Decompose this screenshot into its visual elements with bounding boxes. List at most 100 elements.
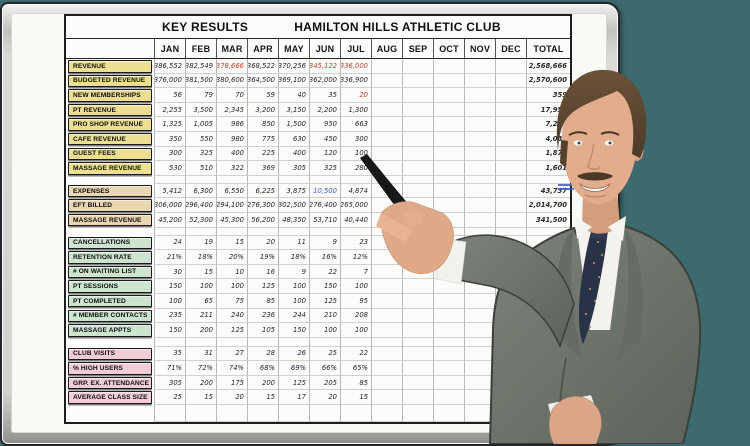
column-header-apr: APR xyxy=(247,39,278,58)
cell-jul: 300 xyxy=(340,131,371,147)
cell-jun: 125 xyxy=(309,293,340,309)
cell-jul: 100 xyxy=(340,146,371,162)
cell-jan: 300 xyxy=(154,146,185,162)
cell-sep xyxy=(402,117,433,132)
cell-dec xyxy=(495,361,526,376)
column-header-feb: FEB xyxy=(185,39,216,58)
cell-aug xyxy=(371,264,402,280)
cell-jul: 265,000 xyxy=(340,198,371,213)
column-header-nov: NOV xyxy=(464,39,495,58)
cell-jul: 336,900 xyxy=(340,73,371,89)
cell-apr: 200 xyxy=(247,375,278,391)
cell-nov xyxy=(464,117,495,132)
table-row: EFT BILLED 306,000 296,400 294,100 276,300 30… xyxy=(66,198,570,213)
cell-apr: 68% xyxy=(247,361,278,376)
cell-jul: 12% xyxy=(340,250,371,265)
column-header-dec: DEC xyxy=(495,39,526,58)
cell-apr: 56,200 xyxy=(247,212,278,228)
cell-apr: 775 xyxy=(247,131,278,147)
cell-nov xyxy=(464,308,495,324)
cell-oct xyxy=(433,361,464,376)
cell-aug xyxy=(371,279,402,294)
cell-dec xyxy=(495,73,526,89)
cell-may: 18% xyxy=(278,250,309,265)
cell-feb: 200 xyxy=(185,375,216,391)
table-row: PT COMPLETED 100 65 75 85 100 125 95 xyxy=(66,293,570,309)
cell-jun: 53,710 xyxy=(309,212,340,228)
cell-jun: 325 xyxy=(309,161,340,176)
row-label: PT COMPLETED xyxy=(68,294,152,308)
cell-dec xyxy=(495,212,526,228)
cell-aug xyxy=(371,346,402,362)
cell-total: 2,014,700 xyxy=(526,198,570,213)
cell-feb: 100 xyxy=(185,279,216,294)
cell-jan: 21% xyxy=(154,250,185,265)
cell-may: 11 xyxy=(278,235,309,251)
cell-may: 369,100 xyxy=(278,73,309,89)
cell-oct xyxy=(433,73,464,89)
cell-sep xyxy=(402,102,433,118)
spacer-row xyxy=(66,227,570,236)
cell-aug xyxy=(371,102,402,118)
cell-jan: 45,200 xyxy=(154,212,185,228)
cell-aug xyxy=(371,212,402,228)
cell-jan: 305 xyxy=(154,375,185,391)
cell-apr: 105 xyxy=(247,323,278,338)
cell-may: 69% xyxy=(278,361,309,376)
spacer-row xyxy=(66,405,570,423)
cell-apr: 20 xyxy=(247,235,278,251)
cell-mar: 70 xyxy=(216,88,247,103)
cell-jan: 376,000 xyxy=(154,73,185,89)
cell-jun: 150 xyxy=(309,279,340,294)
cell-jul: 65% xyxy=(340,361,371,376)
cell-mar: 240 xyxy=(216,308,247,324)
row-label: AVERAGE CLASS SIZE xyxy=(68,391,152,404)
cell-jul: 336,000 xyxy=(340,59,371,74)
cell-feb: 52,300 xyxy=(185,212,216,228)
cell-oct xyxy=(433,59,464,74)
cell-feb: 18% xyxy=(185,250,216,265)
row-label: RETENTION RATE xyxy=(68,251,152,264)
cell-may: 40 xyxy=(278,88,309,103)
cell-oct xyxy=(433,323,464,338)
cell-dec xyxy=(495,59,526,74)
cell-oct xyxy=(433,293,464,309)
cell-mar: 980 xyxy=(216,131,247,147)
cell-sep xyxy=(402,390,433,406)
table-rows: REVENUE 386,552 382,549 378,666 368,522 370,2… xyxy=(66,59,570,423)
ear xyxy=(630,139,644,161)
cell-nov xyxy=(464,293,495,309)
cell-jun: 100 xyxy=(309,323,340,338)
cell-sep xyxy=(402,73,433,89)
cell-may: 9 xyxy=(278,264,309,280)
cell-apr: 59 xyxy=(247,88,278,103)
cell-jun: 35 xyxy=(309,88,340,103)
table-row: AVERAGE CLASS SIZE 25 15 20 15 17 20 15 xyxy=(66,390,570,406)
cell-oct xyxy=(433,117,464,132)
cell-jan: 56 xyxy=(154,88,185,103)
table-row: REVENUE 386,552 382,549 378,666 368,522 370,2… xyxy=(66,59,570,74)
column-header-mar: MAR xyxy=(216,39,247,58)
cell-dec xyxy=(495,264,526,280)
cell-total: 2,570,600 xyxy=(526,73,570,89)
cell-total xyxy=(526,361,570,376)
cell-aug xyxy=(371,161,402,176)
cell-total xyxy=(526,375,570,391)
cell-aug xyxy=(371,146,402,162)
cell-aug xyxy=(371,323,402,338)
cell-apr: 15 xyxy=(247,390,278,406)
cell-jun: 16% xyxy=(309,250,340,265)
cell-feb: 550 xyxy=(185,131,216,147)
table-title: KEY RESULTS xyxy=(162,20,249,34)
cell-mar: 380,600 xyxy=(216,73,247,89)
cell-mar: 6,550 xyxy=(216,183,247,199)
cell-feb: 381,500 xyxy=(185,73,216,89)
cell-dec xyxy=(495,183,526,199)
cell-oct xyxy=(433,346,464,362)
cell-may: 3,150 xyxy=(278,102,309,118)
cell-jul: 23 xyxy=(340,235,371,251)
cell-sep xyxy=(402,146,433,162)
cell-feb: 211 xyxy=(185,308,216,324)
cell-sep xyxy=(402,88,433,103)
cell-apr: 6,225 xyxy=(247,183,278,199)
